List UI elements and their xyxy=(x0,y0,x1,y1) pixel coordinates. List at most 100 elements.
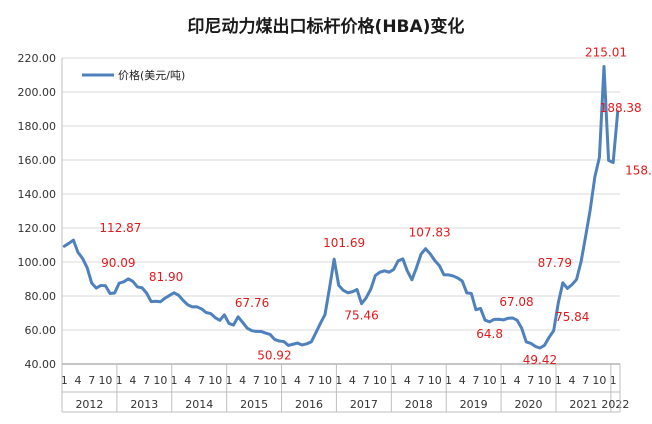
year-label: 2022 xyxy=(601,398,629,411)
data-point xyxy=(415,266,418,269)
data-point xyxy=(465,292,468,294)
y-tick-label: 100.00 xyxy=(18,256,57,269)
y-tick-label: 80.00 xyxy=(25,290,57,303)
y-axis-ticks: 40.00 60.00 80.00 100.00 120.00 140.00 160.00 1… xyxy=(18,52,57,371)
data-point xyxy=(260,330,262,333)
data-point xyxy=(479,307,482,310)
data-point xyxy=(122,281,125,283)
data-point xyxy=(228,322,230,325)
data-point xyxy=(571,283,573,286)
x-tick-label: 4 xyxy=(459,374,466,387)
x-tick-label: 4 xyxy=(129,374,136,387)
data-point xyxy=(383,270,386,272)
x-tick-label: 7 xyxy=(143,374,150,387)
data-point xyxy=(342,289,345,292)
data-point xyxy=(246,327,249,329)
data-point xyxy=(328,286,331,289)
data-point xyxy=(461,280,464,282)
data-point xyxy=(205,311,207,314)
year-label: 2021 xyxy=(569,398,597,411)
data-label: 67.08 xyxy=(499,295,533,309)
x-tick-label: 4 xyxy=(184,374,191,387)
data-point xyxy=(173,291,175,294)
y-tick-label: 120.00 xyxy=(18,222,57,235)
data-point xyxy=(447,274,450,276)
data-annotations: 112.87 90.09 81.90 67.76 50.92 101.69 75.46 107… xyxy=(99,45,652,367)
data-point xyxy=(607,159,610,162)
data-point xyxy=(392,268,395,271)
data-label: 188.38 xyxy=(600,101,642,115)
x-tick-label: 4 xyxy=(568,374,575,387)
x-tick-label: 7 xyxy=(527,374,534,387)
data-point xyxy=(324,313,326,316)
data-label: 75.46 xyxy=(344,309,378,323)
data-point xyxy=(223,314,226,316)
x-tick-label: 1 xyxy=(500,374,507,387)
data-point xyxy=(141,286,143,289)
year-label: 2014 xyxy=(185,398,213,411)
data-point xyxy=(612,161,614,164)
data-point xyxy=(287,344,290,347)
data-point xyxy=(534,345,537,348)
data-point xyxy=(315,331,317,334)
data-point xyxy=(63,245,66,248)
data-point xyxy=(557,302,560,304)
year-label: 2019 xyxy=(460,398,488,411)
x-tick-label: 1 xyxy=(390,374,397,387)
data-point xyxy=(118,282,120,284)
data-point xyxy=(333,258,335,260)
data-point xyxy=(488,321,491,323)
data-point xyxy=(251,329,253,332)
x-tick-label: 1 xyxy=(555,374,562,387)
data-point xyxy=(511,317,514,319)
data-point xyxy=(507,317,509,320)
data-point xyxy=(150,300,152,303)
x-tick-label: 7 xyxy=(308,374,315,387)
x-tick-label: 4 xyxy=(349,374,356,387)
year-label: 2016 xyxy=(295,398,323,411)
x-tick-label: 10 xyxy=(263,374,277,387)
x-tick-label: 1 xyxy=(225,374,232,387)
data-point xyxy=(292,343,294,346)
data-point xyxy=(379,271,381,274)
data-point xyxy=(616,110,619,113)
data-point xyxy=(104,284,107,287)
data-label: 112.87 xyxy=(99,221,141,235)
x-tick-label: 1 xyxy=(610,374,617,387)
data-point xyxy=(598,156,601,159)
data-point xyxy=(516,319,518,321)
data-point xyxy=(319,322,322,325)
data-point xyxy=(388,271,390,273)
x-tick-label: 7 xyxy=(582,374,589,387)
data-label: 107.83 xyxy=(409,226,451,240)
y-tick-label: 160.00 xyxy=(18,154,57,167)
data-point xyxy=(584,235,587,237)
data-label: 64.8 xyxy=(476,327,503,341)
data-point xyxy=(580,260,582,263)
y-tick-label: 60.00 xyxy=(25,324,57,337)
data-point xyxy=(406,270,409,272)
data-point xyxy=(356,288,358,291)
data-point xyxy=(337,284,340,287)
year-label: 2020 xyxy=(515,398,543,411)
series-lines xyxy=(62,64,620,350)
x-tick-label: 1 xyxy=(335,374,342,387)
x-tick-label: 10 xyxy=(592,374,606,387)
x-tick-label: 7 xyxy=(198,374,205,387)
data-point xyxy=(145,292,148,294)
data-point xyxy=(127,278,130,280)
data-point xyxy=(77,251,79,254)
x-tick-label: 4 xyxy=(404,374,411,387)
data-point xyxy=(159,300,162,303)
x-tick-label: 4 xyxy=(514,374,521,387)
data-point xyxy=(369,288,372,291)
data-point xyxy=(470,292,473,295)
data-label: 101.69 xyxy=(323,236,365,250)
legend-label: 价格(美元/吨) xyxy=(118,68,185,82)
data-point xyxy=(241,321,244,324)
year-label: 2015 xyxy=(240,398,268,411)
data-point xyxy=(264,332,267,334)
data-point xyxy=(296,342,299,344)
data-point xyxy=(420,253,422,255)
